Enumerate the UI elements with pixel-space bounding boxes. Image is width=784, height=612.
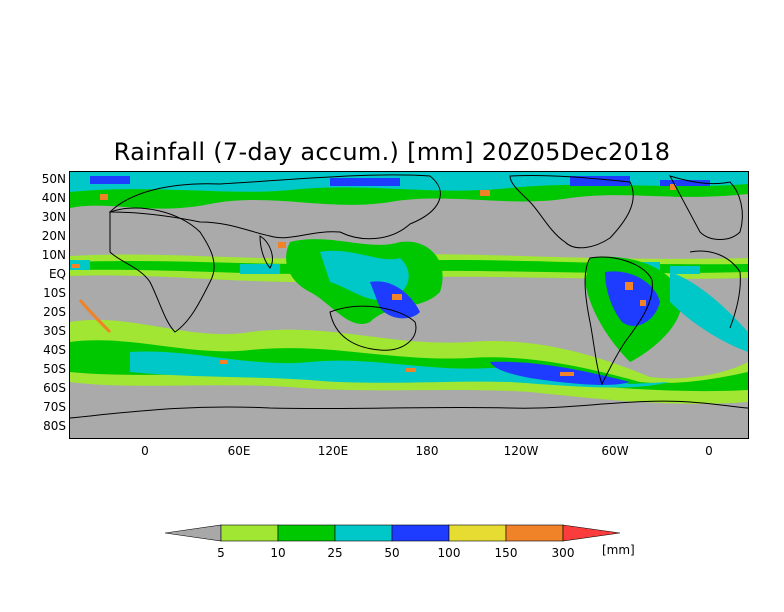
lat-label-40s: 40S <box>43 343 66 357</box>
colorbar-below-5 <box>165 524 222 542</box>
colorbar-5-10 <box>220 524 279 542</box>
colorbar-25-50 <box>334 524 393 542</box>
colorbar-10-25 <box>277 524 336 542</box>
colorbar-150-300 <box>505 524 564 542</box>
lat-label-60s: 60S <box>43 381 66 395</box>
colorbar <box>165 524 620 542</box>
rainfall-map <box>69 171 749 439</box>
colorbar-above-300 <box>562 524 620 542</box>
colorbar-50-100 <box>391 524 450 542</box>
legend-label-100: 100 <box>437 546 461 560</box>
lon-label-0-left: 0 <box>141 444 149 458</box>
colorbar-100-150 <box>448 524 507 542</box>
lat-label-30s: 30S <box>43 324 66 338</box>
lat-label-10s: 10S <box>43 286 66 300</box>
coastlines <box>70 174 748 419</box>
lon-label-180: 180 <box>415 444 439 458</box>
legend-label-25: 25 <box>327 546 343 560</box>
lat-label-20n: 20N <box>41 229 66 243</box>
legend-label-10: 10 <box>270 546 286 560</box>
map-title: Rainfall (7-day accum.) [mm] 20Z05Dec201… <box>113 138 671 166</box>
lon-label-120e: 120E <box>317 444 349 458</box>
lat-label-eq: EQ <box>48 267 66 281</box>
lat-label-40n: 40N <box>41 191 66 205</box>
legend-units: [mm] <box>602 543 635 557</box>
lat-label-80s: 80S <box>43 419 66 433</box>
lon-label-0-right: 0 <box>705 444 713 458</box>
lat-label-30n: 30N <box>41 210 66 224</box>
lat-label-50s: 50S <box>43 362 66 376</box>
rainfall-field <box>70 172 748 404</box>
lon-label-60e: 60E <box>227 444 251 458</box>
lon-label-120w: 120W <box>503 444 539 458</box>
rainfall-map-svg <box>70 172 748 419</box>
legend-label-50: 50 <box>384 546 400 560</box>
legend-label-5: 5 <box>217 546 225 560</box>
lon-label-60w: 60W <box>601 444 629 458</box>
lat-label-20s: 20S <box>43 305 66 319</box>
lat-label-10n: 10N <box>41 248 66 262</box>
legend-label-150: 150 <box>494 546 518 560</box>
lat-label-70s: 70S <box>43 400 66 414</box>
legend-label-300: 300 <box>551 546 575 560</box>
lat-label-50n: 50N <box>41 172 66 186</box>
